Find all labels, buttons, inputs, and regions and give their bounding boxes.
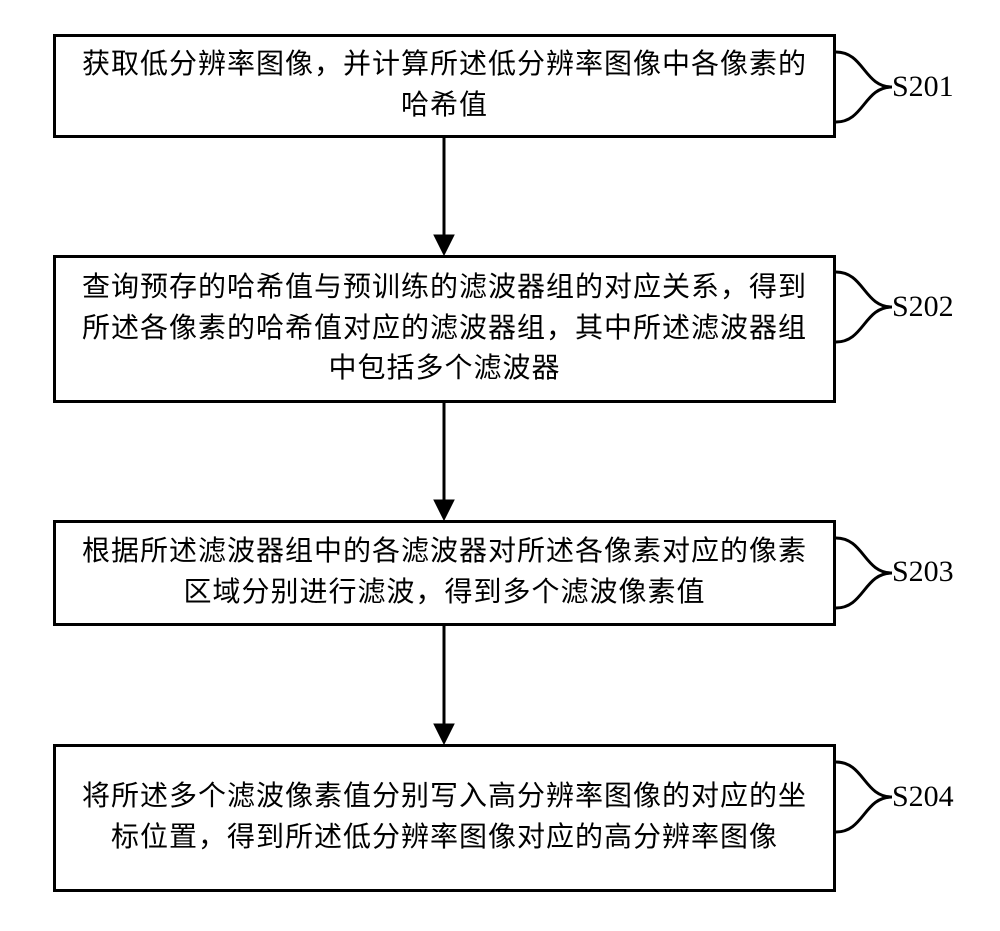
- flow-node-s204-text: 将所述多个滤波像素值分别写入高分辨率图像的对应的坐标位置，得到所述低分辨率图像对…: [76, 777, 813, 858]
- arrow-s202-s203: [434, 403, 454, 520]
- step-label-s201: S201: [892, 70, 954, 104]
- step-label-s204: S204: [892, 780, 954, 814]
- flow-node-s202: 查询预存的哈希值与预训练的滤波器组的对应关系，得到所述各像素的哈希值对应的滤波器…: [53, 255, 836, 403]
- flow-node-s203-text: 根据所述滤波器组中的各滤波器对所述各像素对应的像素区域分别进行滤波，得到多个滤波…: [76, 532, 813, 613]
- flow-node-s202-text: 查询预存的哈希值与预训练的滤波器组的对应关系，得到所述各像素的哈希值对应的滤波器…: [76, 268, 813, 390]
- label-curve-s204: [836, 762, 892, 832]
- label-curve-s201: [836, 52, 892, 122]
- flow-node-s203: 根据所述滤波器组中的各滤波器对所述各像素对应的像素区域分别进行滤波，得到多个滤波…: [53, 520, 836, 626]
- flow-node-s201: 获取低分辨率图像，并计算所述低分辨率图像中各像素的哈希值: [53, 34, 836, 138]
- flowchart-canvas: 获取低分辨率图像，并计算所述低分辨率图像中各像素的哈希值 S201 查询预存的哈…: [0, 0, 1000, 931]
- arrow-s203-s204: [434, 626, 454, 744]
- step-label-s202: S202: [892, 290, 954, 324]
- arrow-s201-s202: [434, 138, 454, 255]
- step-label-s203: S203: [892, 555, 954, 589]
- flow-node-s204: 将所述多个滤波像素值分别写入高分辨率图像的对应的坐标位置，得到所述低分辨率图像对…: [53, 744, 836, 892]
- label-curve-s203: [836, 538, 892, 608]
- flow-node-s201-text: 获取低分辨率图像，并计算所述低分辨率图像中各像素的哈希值: [76, 45, 813, 126]
- label-curve-s202: [836, 272, 892, 342]
